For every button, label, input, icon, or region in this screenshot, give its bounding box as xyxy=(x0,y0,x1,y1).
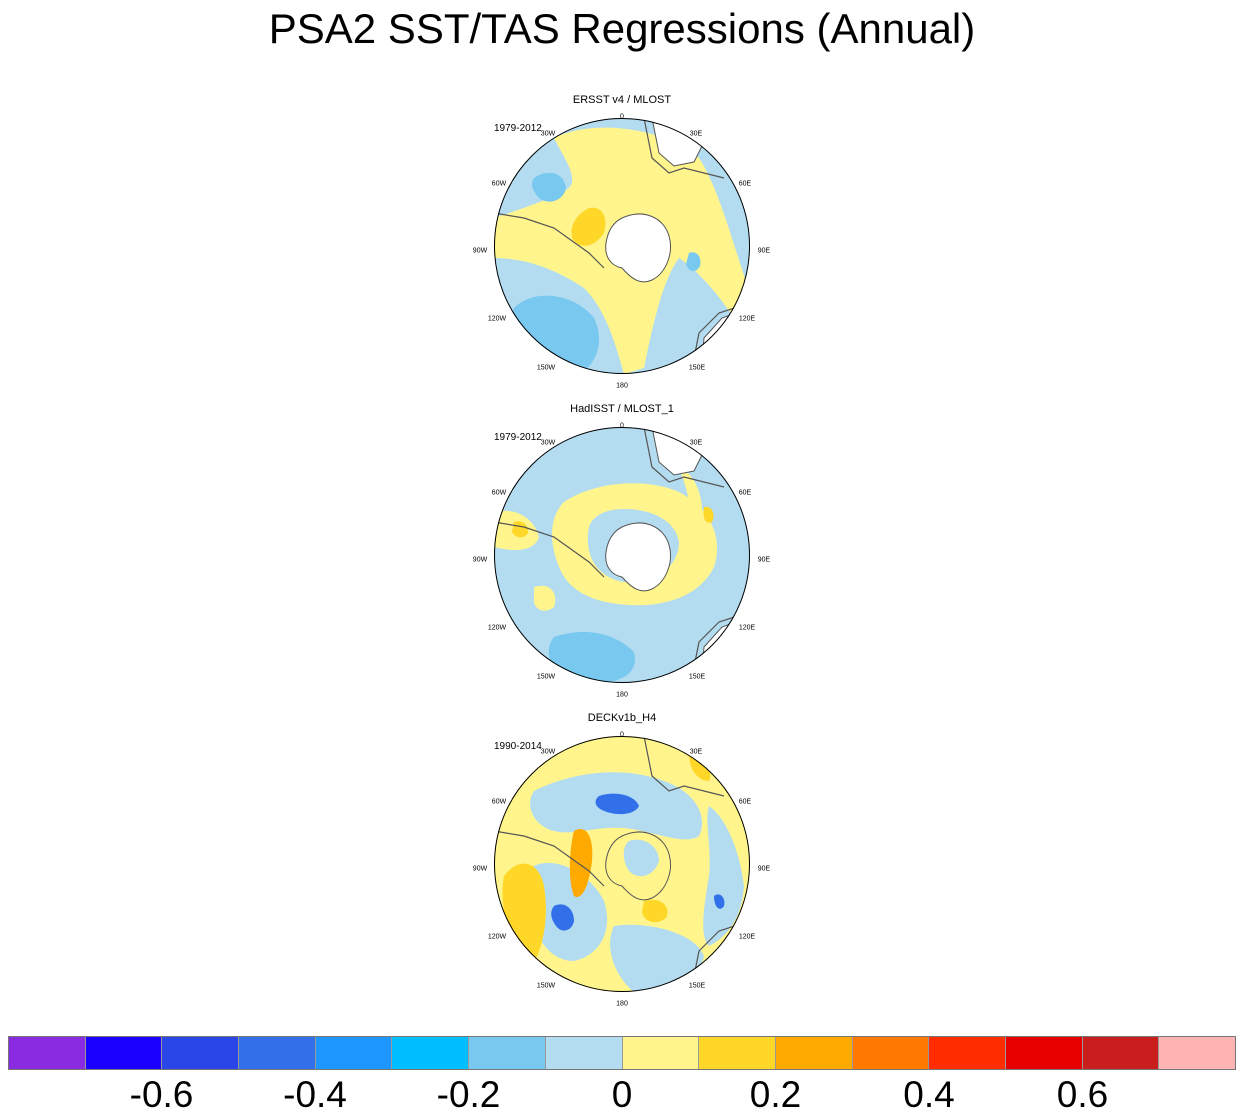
colorbar-label: 0.6 xyxy=(1056,1074,1109,1115)
negative-anomaly xyxy=(531,172,566,202)
panel-title: HadISST / MLOST_1 xyxy=(570,403,674,415)
lon-label: 150W xyxy=(536,364,556,372)
map-panel-1: ERSST v4 / MLOST 1979-2012 0 30E 60E 90E… xyxy=(470,94,774,395)
lon-label: 60E xyxy=(738,180,752,188)
lon-label: 0 xyxy=(620,422,624,430)
colorbar-box xyxy=(929,1037,1006,1069)
colorbar-box xyxy=(545,1037,623,1069)
lon-label: 0 xyxy=(620,113,624,121)
lon-label: 150E xyxy=(688,982,706,990)
lon-label: 120W xyxy=(487,315,507,323)
negative-anomaly xyxy=(548,632,635,683)
polar-map xyxy=(494,118,750,374)
antarctica xyxy=(605,522,671,592)
lon-label: 60E xyxy=(738,489,752,497)
lon-label: 90W xyxy=(472,247,488,255)
lon-label: 150W xyxy=(536,673,556,681)
lon-label: 120E xyxy=(738,624,756,632)
lon-label: 60W xyxy=(491,489,507,497)
colorbar-box xyxy=(775,1037,853,1069)
colorbar-box xyxy=(1005,1037,1083,1069)
colorbar-box xyxy=(1082,1037,1160,1069)
lon-label: 180 xyxy=(616,691,628,699)
lon-label: 60E xyxy=(738,798,752,806)
lon-label: 30W xyxy=(540,439,556,447)
colorbar-label: -0.6 xyxy=(129,1074,194,1115)
colorbar-label: 0 xyxy=(611,1074,633,1115)
positive-anomaly xyxy=(552,483,718,606)
lon-label: 120W xyxy=(487,933,507,941)
lon-label: 60W xyxy=(491,798,507,806)
lon-label: 150W xyxy=(536,982,556,990)
positive-anomaly xyxy=(571,207,606,246)
panel-period: 1979-2012 xyxy=(494,123,542,134)
colorbar-box xyxy=(162,1037,240,1069)
positive-anomaly xyxy=(703,506,714,523)
positive-anomaly xyxy=(679,467,703,532)
lon-label: 90E xyxy=(757,556,771,564)
lon-label: 30W xyxy=(540,748,556,756)
lon-label: 0 xyxy=(620,731,624,739)
colorbar-box xyxy=(392,1037,470,1069)
colorbar-label: 0.4 xyxy=(903,1074,955,1115)
colorbar-box xyxy=(622,1037,700,1069)
panel-title: ERSST v4 / MLOST xyxy=(572,94,672,106)
panel-title: DECKv1b_H4 xyxy=(587,712,657,724)
negative-anomaly xyxy=(686,252,701,272)
lon-label: 150E xyxy=(688,364,706,372)
lon-label: 120E xyxy=(738,933,756,941)
map-panel-3: DECKv1b_H4 1990-2014 0 30E 60E 90E 120E … xyxy=(470,712,774,1013)
lon-label: 30E xyxy=(689,748,703,756)
lon-label: 30E xyxy=(689,439,703,447)
map-panel-2: HadISST / MLOST_1 1979-2012 0 30E 60E 90… xyxy=(470,403,774,704)
lon-label: 90W xyxy=(472,556,488,564)
lon-label: 120E xyxy=(738,315,756,323)
lon-label: 150E xyxy=(688,673,706,681)
lon-label: 180 xyxy=(616,382,628,390)
colorbar-box xyxy=(1159,1037,1235,1069)
colorbar-label: -0.4 xyxy=(283,1074,347,1115)
positive-anomaly xyxy=(569,829,593,897)
colorbar-label: 0.2 xyxy=(749,1074,802,1115)
colorbar-box xyxy=(699,1037,776,1069)
lon-label: 120W xyxy=(487,624,507,632)
polar-map xyxy=(494,736,750,992)
antarctica xyxy=(605,213,671,283)
lon-label: 30W xyxy=(540,130,556,138)
lon-label: 60W xyxy=(491,180,507,188)
negative-anomaly xyxy=(551,904,574,931)
panel-period: 1990-2014 xyxy=(494,741,542,752)
negative-anomaly xyxy=(595,793,639,815)
negative-anomaly xyxy=(714,894,725,909)
colorbar-box xyxy=(239,1037,316,1069)
colorbar-box xyxy=(852,1037,930,1069)
positive-anomaly xyxy=(533,585,556,611)
lon-label: 90E xyxy=(757,247,771,255)
positive-anomaly xyxy=(642,899,668,923)
colorbar-box xyxy=(85,1037,163,1069)
negative-anomaly xyxy=(703,806,744,946)
colorbar-box xyxy=(469,1037,546,1069)
lon-label: 90W xyxy=(472,865,488,873)
polar-map xyxy=(494,427,750,683)
lon-label: 180 xyxy=(616,1000,628,1008)
figure-title: PSA2 SST/TAS Regressions (Annual) xyxy=(268,5,976,52)
positive-anomaly xyxy=(689,754,711,781)
colorbar-label: -0.2 xyxy=(436,1074,501,1115)
panel-period: 1979-2012 xyxy=(494,432,542,443)
negative-anomaly xyxy=(610,924,704,992)
lon-label: 30E xyxy=(689,130,703,138)
colorbar-box xyxy=(9,1037,86,1069)
antarctica-anomaly xyxy=(623,839,659,877)
colorbar-box xyxy=(315,1037,393,1069)
colorbar xyxy=(8,1036,1236,1070)
lon-label: 90E xyxy=(757,865,771,873)
